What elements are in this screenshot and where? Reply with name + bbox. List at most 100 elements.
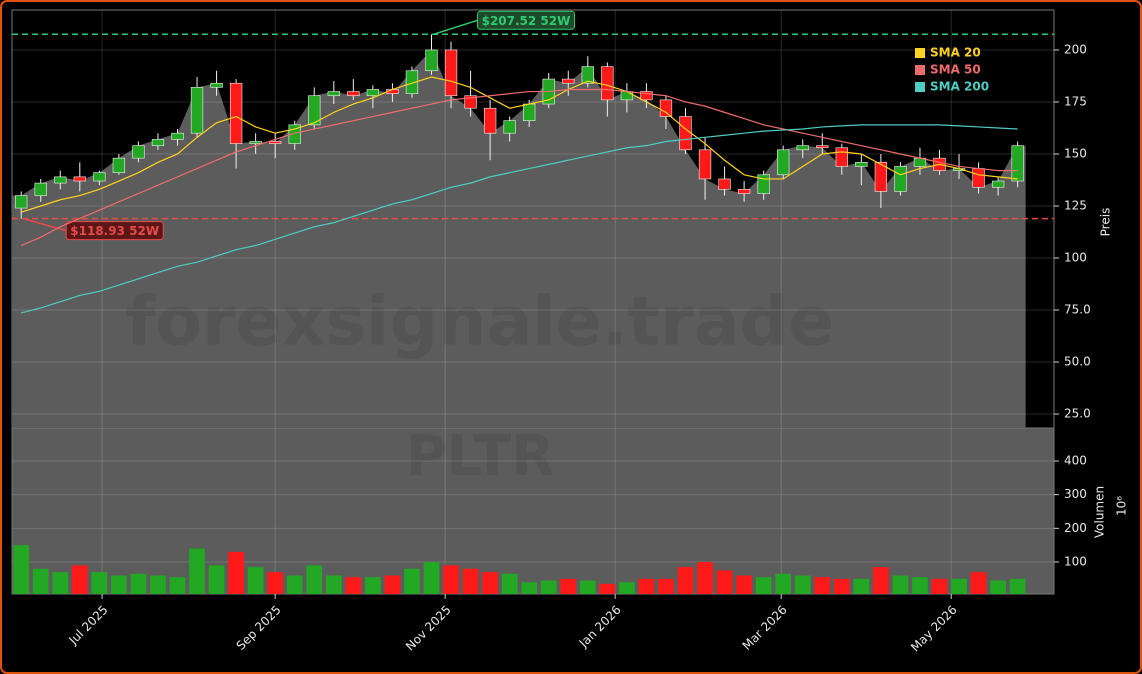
y-tick-label: 25.0	[1064, 407, 1091, 421]
candle-body	[503, 120, 516, 134]
volume-bar	[599, 583, 616, 594]
sma-line	[20, 88, 1018, 247]
volume-bar	[833, 578, 850, 594]
y-axis-label: Preis	[1099, 208, 1113, 237]
volume-bar	[52, 572, 69, 594]
candle-body	[894, 166, 907, 192]
volume-bar	[306, 565, 323, 594]
volume-bar	[482, 572, 498, 594]
volume-bar	[892, 575, 909, 594]
volume-bar	[423, 562, 440, 594]
volume-bar	[111, 575, 127, 594]
annotation-arrow	[22, 217, 67, 232]
annotation-label: $118.93 52W	[70, 224, 159, 238]
legend-label: SMA 50	[930, 63, 981, 77]
candle-body	[444, 49, 458, 97]
candle-body	[523, 103, 536, 121]
candle-body	[659, 99, 673, 117]
candle-body	[132, 145, 145, 159]
y-tick-label: 125	[1064, 198, 1087, 212]
candle-body	[151, 139, 165, 146]
volume-bar	[365, 577, 381, 594]
volume-bar	[345, 577, 362, 594]
volume-bar	[91, 572, 108, 594]
volume-bar	[814, 577, 831, 594]
watermark-symbol: PLTR	[406, 424, 555, 489]
candle-body	[874, 162, 888, 192]
sma-line	[21, 124, 1018, 314]
legend-swatch	[915, 65, 925, 75]
candle-body	[327, 91, 340, 97]
volume-bar	[755, 577, 772, 594]
y-tick-label: 100	[1064, 555, 1087, 569]
candle-body	[190, 87, 204, 134]
volume-bar	[247, 567, 264, 594]
volume-bar	[71, 565, 88, 594]
candle-body	[347, 91, 360, 97]
volume-bar	[169, 577, 186, 594]
volume-bar	[579, 580, 596, 594]
candle-body	[112, 157, 126, 174]
volume-bar	[404, 568, 420, 594]
volume-bar	[970, 572, 987, 594]
candle-body	[562, 78, 575, 84]
volume-bar	[267, 572, 284, 594]
candle-body	[73, 176, 86, 182]
candle-body	[698, 149, 712, 180]
watermark: forexsignale.trade	[126, 283, 835, 362]
legend-swatch	[915, 48, 925, 58]
volume-bar	[521, 582, 538, 594]
volume-bar	[951, 578, 967, 594]
price-area	[12, 49, 1026, 428]
volume-bar	[912, 577, 928, 594]
volume-bar	[540, 580, 557, 594]
volume-bar	[677, 567, 694, 594]
annotation-box	[476, 10, 575, 30]
annotation-label: $207.52 52W	[482, 14, 571, 28]
legend-label: SMA 200	[930, 80, 989, 94]
candle-body	[269, 141, 282, 144]
y-axis-exponent: 10⁶	[1115, 496, 1129, 516]
candle-body	[835, 147, 848, 167]
annotation-box	[65, 221, 164, 241]
candle-body	[855, 162, 868, 167]
y-tick-label: 300	[1064, 487, 1087, 501]
volume-bar	[1009, 578, 1026, 594]
candle-body	[581, 66, 594, 84]
volume-bar	[208, 565, 225, 594]
candle-body	[483, 107, 497, 134]
candle-body	[34, 182, 47, 196]
y-tick-label: 200	[1064, 521, 1087, 535]
volume-bar	[619, 582, 635, 594]
volume-bar	[13, 545, 30, 594]
candle-body	[171, 132, 184, 140]
candle-body	[210, 82, 223, 88]
volume-bar	[32, 568, 49, 594]
candle-body	[816, 145, 829, 149]
candle-body	[777, 149, 790, 176]
volume-bar	[873, 567, 889, 594]
candle-body	[640, 91, 653, 101]
candle-body	[93, 172, 106, 182]
candle-body	[796, 145, 809, 151]
y-tick-label: 100	[1064, 251, 1087, 265]
volume-bar	[638, 578, 655, 594]
candle-body	[972, 168, 985, 188]
candle-body	[366, 89, 380, 97]
candle-body	[991, 180, 1005, 188]
volume-bar	[443, 565, 459, 594]
candle-body	[308, 95, 321, 126]
y-tick-label: 150	[1064, 146, 1087, 160]
volume-bar	[658, 578, 674, 594]
sma-line	[21, 76, 1018, 213]
volume-bar	[325, 575, 342, 594]
y-tick-label: 400	[1064, 453, 1087, 467]
candle-body	[288, 124, 301, 144]
candle-body	[620, 91, 634, 101]
volume-bar	[228, 551, 244, 594]
candle-body	[464, 95, 477, 109]
volume-bar	[384, 575, 401, 594]
candle-body	[15, 195, 28, 209]
candle-body	[737, 189, 751, 194]
